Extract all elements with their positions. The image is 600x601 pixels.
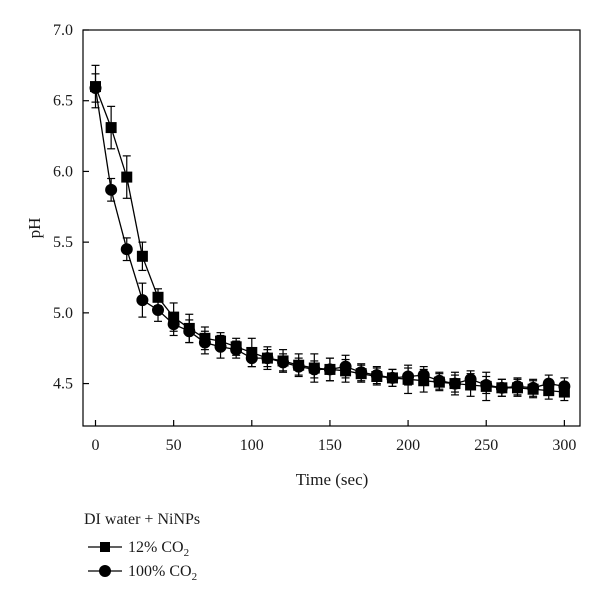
series-line xyxy=(94,86,565,393)
legend-label-100pct: 100% CO2 xyxy=(128,563,197,583)
data-point-circle xyxy=(402,370,415,383)
x-tick-label: 200 xyxy=(396,437,420,454)
y-tick-label: 7.0 xyxy=(53,22,73,39)
data-point-circle xyxy=(89,81,102,94)
data-point-circle xyxy=(480,378,493,391)
x-tick-label: 100 xyxy=(240,437,264,454)
x-tick-label: 300 xyxy=(552,437,576,454)
data-point-circle xyxy=(511,380,524,393)
x-tick-label: 250 xyxy=(474,437,498,454)
y-tick-label: 6.5 xyxy=(53,93,73,110)
data-point-circle xyxy=(558,380,571,393)
data-point-square xyxy=(136,250,148,262)
data-point-square xyxy=(105,122,117,134)
data-point-circle xyxy=(152,304,165,317)
plot-frame xyxy=(82,29,581,427)
legend-title: DI water + NiNPs xyxy=(84,511,200,528)
y-tick-label: 6.0 xyxy=(53,163,73,180)
data-point-circle xyxy=(527,381,540,394)
data-point-circle xyxy=(105,183,118,196)
data-point-circle xyxy=(323,363,336,376)
data-point-circle xyxy=(542,377,555,390)
legend-item-100pct: 100% CO2 xyxy=(88,563,197,583)
data-point-circle xyxy=(230,343,243,356)
legend: DI water + NiNPs 12% CO2 100% CO2 xyxy=(84,511,200,583)
legend-circle-marker xyxy=(99,565,111,577)
data-point-square xyxy=(152,291,164,303)
data-point-circle xyxy=(386,371,399,384)
legend-label-12pct: 12% CO2 xyxy=(128,539,189,559)
series-100pct-co2 xyxy=(89,73,571,397)
data-point-circle xyxy=(339,360,352,373)
legend-square-marker xyxy=(100,542,110,552)
data-point-circle xyxy=(308,363,321,376)
series-12pct-co2 xyxy=(90,64,570,402)
y-axis-label: pH xyxy=(25,218,44,239)
data-point-circle xyxy=(214,340,227,353)
x-tick-label: 50 xyxy=(166,437,182,454)
y-tick-label: 4.5 xyxy=(53,376,73,393)
data-point-circle xyxy=(448,377,461,390)
data-point-circle xyxy=(370,369,383,382)
data-point-circle xyxy=(433,374,446,387)
x-axis: 0 50 100 150 200 250 300 xyxy=(92,420,576,454)
data-point-square xyxy=(121,171,133,183)
y-axis: 4.5 5.0 5.5 6.0 6.5 7.0 xyxy=(53,22,89,393)
data-point-circle xyxy=(136,294,149,307)
data-point-circle xyxy=(120,243,133,256)
data-point-circle xyxy=(261,352,274,365)
data-point-circle xyxy=(464,373,477,386)
y-tick-label: 5.5 xyxy=(53,234,73,251)
x-tick-label: 0 xyxy=(92,437,100,454)
series-line xyxy=(94,87,565,389)
data-point-circle xyxy=(292,360,305,373)
data-point-circle xyxy=(167,318,180,331)
data-point-circle xyxy=(417,369,430,382)
data-point-circle xyxy=(245,352,258,365)
legend-item-12pct: 12% CO2 xyxy=(88,539,189,559)
x-axis-label: Time (sec) xyxy=(296,470,369,489)
data-point-circle xyxy=(277,356,290,369)
y-tick-label: 5.0 xyxy=(53,305,73,322)
x-tick-label: 150 xyxy=(318,437,342,454)
data-point-circle xyxy=(495,381,508,394)
data-point-circle xyxy=(183,325,196,338)
data-point-circle xyxy=(198,336,211,349)
series-layer xyxy=(89,64,571,402)
data-point-circle xyxy=(355,366,368,379)
